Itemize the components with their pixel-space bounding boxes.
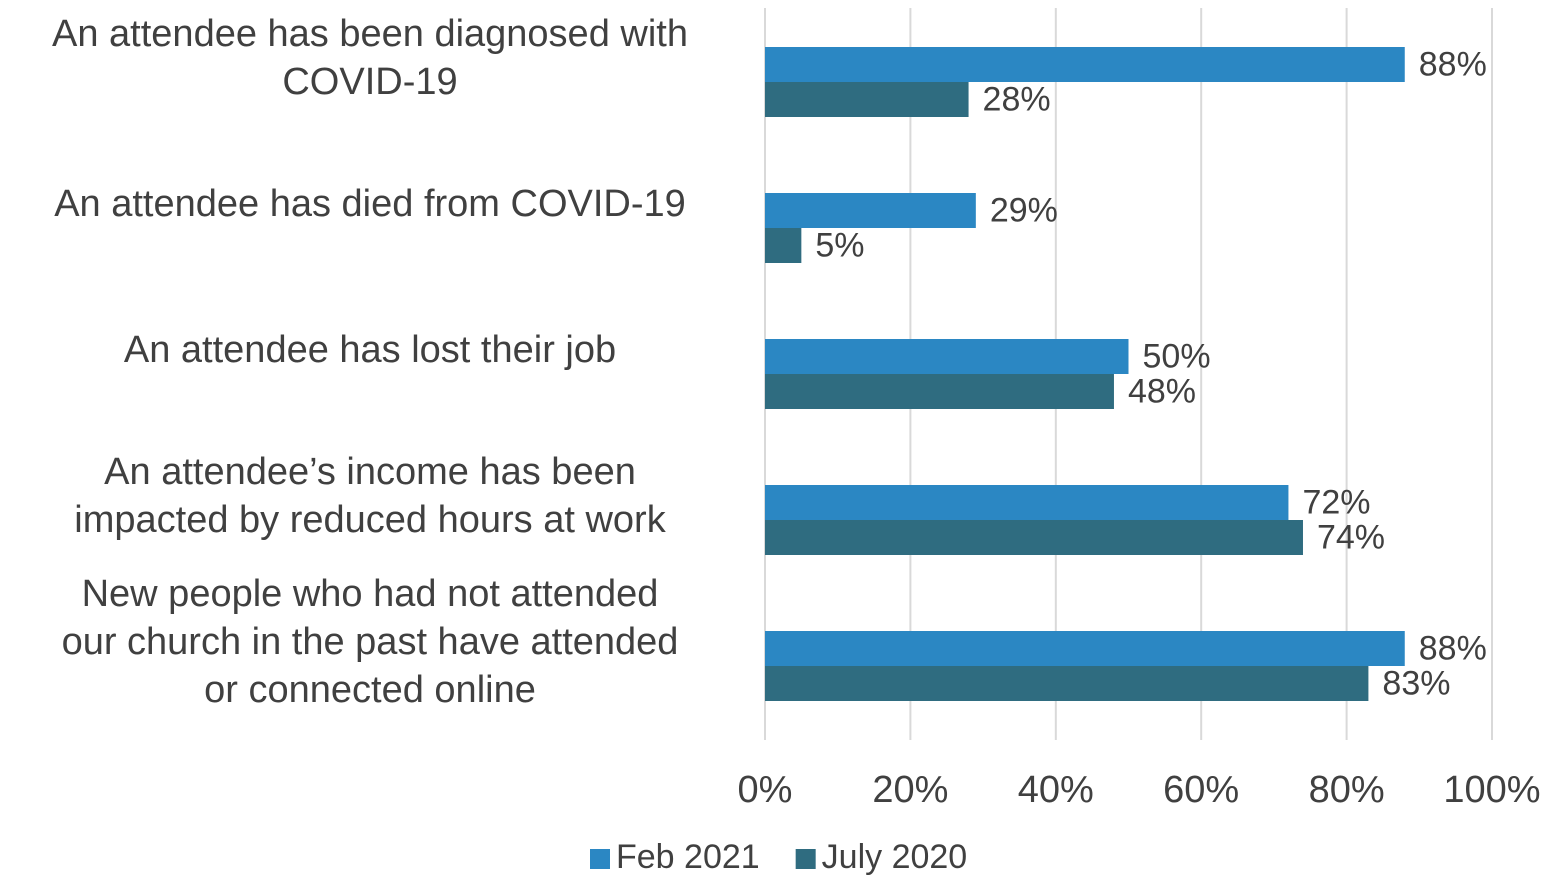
category-line: An attendee’s income has been	[104, 451, 636, 493]
bar	[765, 631, 1405, 666]
category-line: or connected online	[204, 669, 536, 711]
value-label: 5%	[815, 226, 864, 264]
category-line: COVID-19	[282, 61, 457, 103]
category-label: An attendee has died from COVID-19	[54, 183, 686, 225]
value-label: 50%	[1143, 337, 1211, 375]
value-label: 29%	[990, 191, 1058, 229]
category-line: impacted by reduced hours at work	[74, 499, 666, 541]
bar	[765, 520, 1303, 555]
bar	[765, 339, 1129, 374]
legend-label: Feb 2021	[616, 838, 760, 876]
bar	[765, 82, 969, 117]
x-tick-label: 0%	[738, 769, 793, 811]
x-tick-label: 80%	[1309, 769, 1385, 811]
category-line: An attendee has died from COVID-19	[54, 183, 686, 225]
bar	[765, 193, 976, 228]
value-label: 74%	[1317, 518, 1385, 556]
category-label: New people who had not attended our churc…	[62, 573, 679, 711]
bar	[765, 47, 1405, 82]
category-label: An attendee has been diagnosed with COVID…	[52, 13, 688, 103]
value-label: 72%	[1302, 483, 1370, 521]
bar	[765, 666, 1369, 701]
value-label: 48%	[1128, 372, 1196, 410]
x-tick-label: 20%	[872, 769, 948, 811]
x-tick-label: 60%	[1163, 769, 1239, 811]
value-label: 28%	[983, 80, 1051, 118]
value-label: 88%	[1419, 629, 1487, 667]
category-label: An attendee has lost their job	[124, 329, 616, 371]
bar	[765, 485, 1289, 520]
category-line: New people who had not attended	[82, 573, 659, 615]
bar	[765, 374, 1114, 409]
x-tick-label: 40%	[1018, 769, 1094, 811]
category-line: An attendee has been diagnosed with	[52, 13, 688, 55]
value-label: 88%	[1419, 45, 1487, 83]
legend-label: July 2020	[822, 838, 968, 876]
category-line: our church in the past have attended	[62, 621, 679, 663]
x-tick-label: 100%	[1443, 769, 1540, 811]
category-line: An attendee has lost their job	[124, 329, 616, 371]
legend-swatch	[590, 849, 610, 869]
value-label: 83%	[1382, 664, 1450, 702]
bar	[765, 228, 802, 263]
category-label: An attendee’s income has been impacted by…	[74, 451, 666, 541]
legend-swatch	[795, 849, 816, 869]
